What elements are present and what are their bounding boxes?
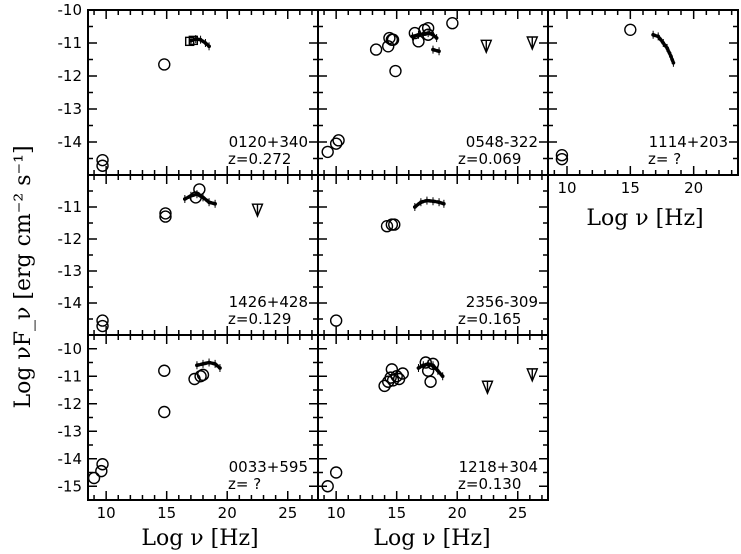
panel-0120-340-ytick-label: -12 <box>58 67 83 85</box>
panel-0120-340-ytick-label: -10 <box>58 1 83 19</box>
panel-1218-304-data-point <box>390 370 403 383</box>
panel-1114-203-source-name: 1114+203 <box>649 133 728 151</box>
panel-1426-428-data-point <box>96 319 109 333</box>
panel-1218-304-data-point <box>424 375 437 388</box>
panel-1218-304-redshift: z=0.130 <box>458 475 521 493</box>
panel-0033-595-ytick-label: -15 <box>58 477 83 495</box>
panel-0033-595-ytick-label: -11 <box>58 367 83 385</box>
x-axis-title-middle: Log ν [Hz] <box>373 526 490 551</box>
panel-0120-340-data-point <box>96 153 109 167</box>
panel-0548-322-data-point <box>446 17 459 30</box>
panel-1426-428-data-point <box>159 207 172 220</box>
panel-1114-203-redshift: z= ? <box>648 150 681 168</box>
panel-0033-595-data-point <box>196 368 210 382</box>
panel-1426-428-redshift: z=0.129 <box>228 310 291 328</box>
panel-1218-304-xtick-label: 20 <box>448 504 467 522</box>
panel-0120-340-data-point <box>158 58 171 71</box>
panel-0033-595-data-point <box>158 405 171 419</box>
panel-1218-304-xtick-label: 15 <box>387 504 406 522</box>
panel-0033-595-redshift: z= ? <box>228 475 261 493</box>
panel-0120-340-ytick-label: -11 <box>58 34 83 52</box>
panel-0033-595-data-point <box>158 364 171 377</box>
panel-1426-428-ytick-label: -13 <box>58 262 83 280</box>
panel-0033-595-xtick-label: 20 <box>218 504 237 522</box>
panel-1218-304-data-point <box>384 371 397 384</box>
panel-2356-309-data-point <box>329 314 343 327</box>
panel-1114-203-xtick-label: 10 <box>557 179 576 197</box>
panel-2356-309-source-name: 2356-309 <box>466 293 538 311</box>
panel-0033-595-xtick-label: 15 <box>157 504 176 522</box>
panel-0120-340-source-name: 0120+340 <box>229 133 308 151</box>
panel-0548-322-data-point <box>332 134 345 147</box>
y-axis-title: Log νF_ν [erg cm⁻² s⁻¹] <box>11 145 36 408</box>
panel-1218-304-data-point <box>329 466 343 479</box>
panel-2356-309-data-point <box>380 219 394 233</box>
panel-1114-203-data-point <box>555 148 569 162</box>
panel-0033-595-xtick-label: 25 <box>278 504 297 522</box>
panel-1218-304-xtick-label: 25 <box>508 504 527 522</box>
panel-1426-428-ytick-label: -11 <box>58 198 83 216</box>
panel-0033-595-ytick-label: -13 <box>58 422 83 440</box>
panel-1218-304-data-point <box>386 374 400 387</box>
panels-layer: -10-11-12-13-14 0120+340z=0.2720548-322z=… <box>58 1 739 522</box>
panel-0548-322-source-name: 0548-322 <box>466 133 538 151</box>
panel-1114-203-data-point <box>624 23 637 36</box>
panel-0548-322-data-point <box>321 145 334 159</box>
panel-0120-340-redshift: z=0.272 <box>228 150 291 168</box>
x-axis-title-right: Log ν [Hz] <box>586 206 703 231</box>
panel-0120-340-ytick-label: -14 <box>58 133 83 151</box>
panel-0033-595-data-point <box>194 370 207 383</box>
panel-0033-595-xtick-label: 10 <box>97 504 116 522</box>
panel-0033-595-ytick-label: -10 <box>58 340 83 358</box>
panel-1114-203-data-point <box>555 152 569 166</box>
panel-1426-428-ytick-label: -14 <box>58 294 83 312</box>
panel-1218-304-data-point <box>378 379 391 393</box>
panel-0548-322-data-point <box>369 43 383 56</box>
panel-0548-322-redshift: z=0.069 <box>458 150 521 168</box>
panel-0548-322-data-point <box>389 64 402 78</box>
panel-0120-340-data-point <box>96 159 109 172</box>
panel-1426-428-ytick-label: -12 <box>58 230 83 248</box>
panel-0033-595-data-point <box>95 464 108 478</box>
panel-2356-309-data-point <box>388 218 401 231</box>
panel-1218-304-source-name: 1218+304 <box>459 458 538 476</box>
panel-0033-595-ytick-label: -14 <box>58 450 83 468</box>
panel-0033-595-ytick-label: -12 <box>58 395 83 413</box>
panel-1426-428-source-name: 1426+428 <box>229 293 308 311</box>
panel-0033-595-data-point <box>96 458 109 471</box>
panel-1218-304-data-point <box>419 356 432 369</box>
panel-1218-304-data-point <box>396 367 409 380</box>
panel-1426-428-data-point <box>159 210 172 223</box>
panel-0548-322-data-point <box>386 33 400 46</box>
panel-1218-304-xtick-label: 10 <box>327 504 346 522</box>
panel-1426-428-data-point <box>96 314 109 327</box>
panel-0033-595-source-name: 0033+595 <box>229 458 308 476</box>
panel-1218-304-data-point <box>321 480 334 493</box>
panel-1114-203-xtick-label: 15 <box>621 179 640 197</box>
x-axis-title-left: Log ν [Hz] <box>141 526 258 551</box>
panel-0120-340-ytick-label: -13 <box>58 100 83 118</box>
panel-1114-203-xtick-label: 20 <box>684 179 703 197</box>
panel-0548-322-data-point <box>329 137 343 150</box>
panel-0033-595-data-point <box>87 471 101 485</box>
panel-2356-309-redshift: z=0.165 <box>458 310 521 328</box>
